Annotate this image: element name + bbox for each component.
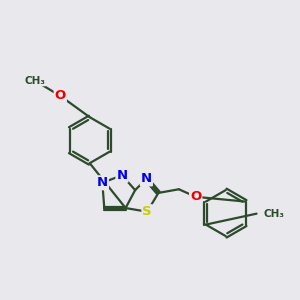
Text: O: O [55, 89, 66, 102]
Text: CH₃: CH₃ [264, 209, 285, 219]
Text: N: N [97, 176, 108, 189]
Text: CH₃: CH₃ [25, 76, 46, 86]
Text: O: O [190, 190, 201, 203]
Text: S: S [142, 205, 152, 218]
Text: N: N [116, 169, 128, 182]
Text: N: N [141, 172, 152, 185]
